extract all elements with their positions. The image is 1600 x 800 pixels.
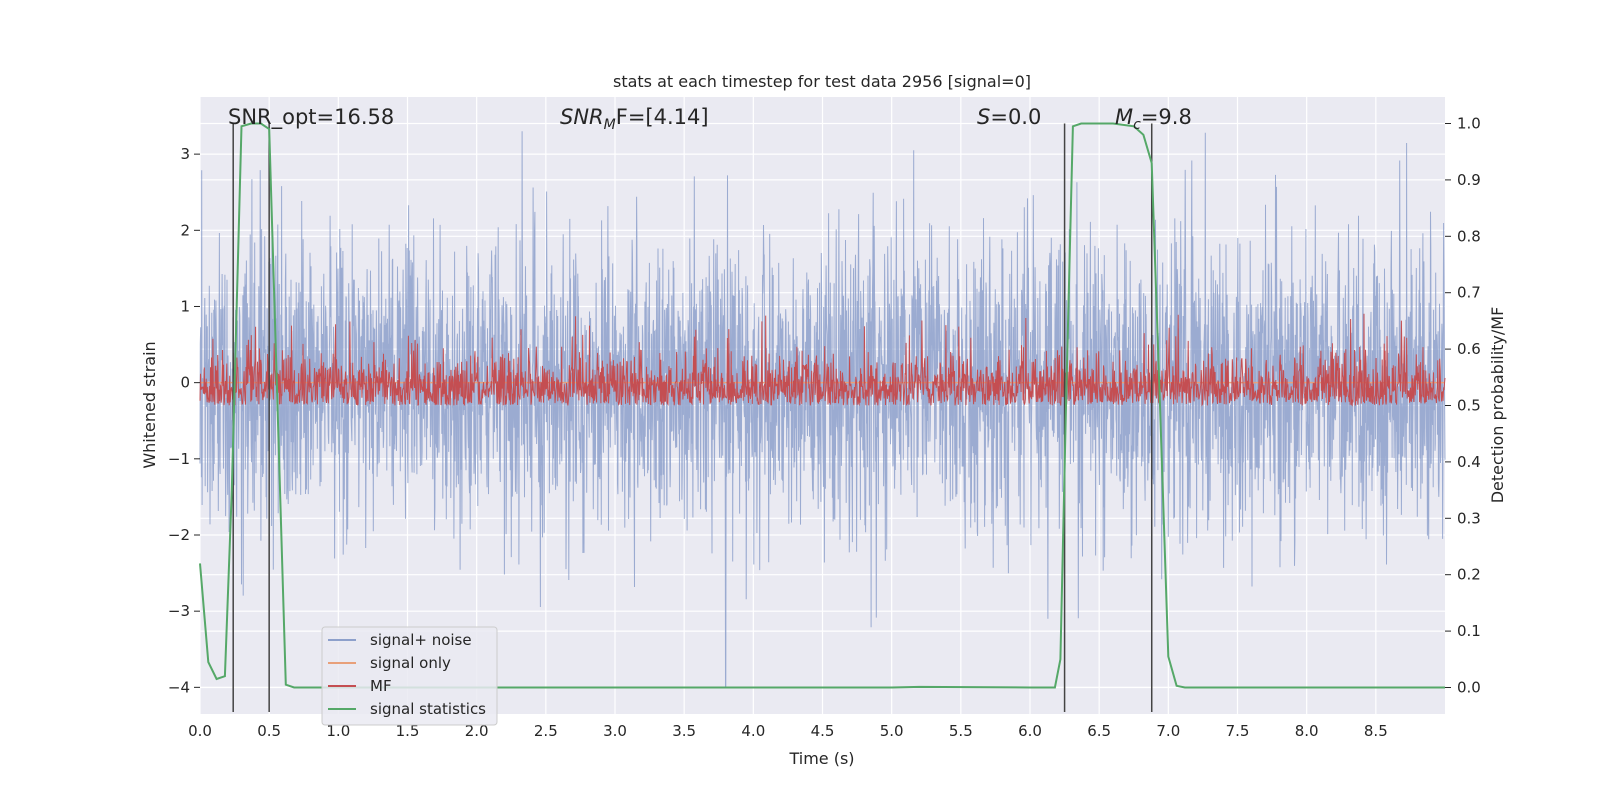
y-tick-label-left: 1 [180, 297, 190, 315]
y-tick-label-left: 3 [180, 145, 190, 163]
legend: signal+ noise signal only MF signal stat… [321, 626, 498, 726]
signal-statistics-series [199, 122, 1445, 689]
x-tick-label: 8.5 [1364, 722, 1388, 740]
y-tick-label-right: 0.0 [1457, 678, 1481, 696]
x-tick-label: 0.5 [257, 722, 281, 740]
mf-trace [199, 313, 1446, 407]
x-tick-label: 7.0 [1156, 722, 1180, 740]
x-tick-label: 1.0 [326, 722, 350, 740]
y-axis-label-right: Detection probability/MF [1488, 307, 1507, 504]
y-tick-label-left: 0 [180, 374, 190, 392]
y-tick-label-right: 0.5 [1457, 397, 1481, 415]
x-axis-label: Time (s) [788, 749, 854, 768]
y-tick-label-right: 0.2 [1457, 566, 1481, 584]
y-tick-label-right: 1.0 [1457, 115, 1481, 133]
y-axis-label-left: Whitened strain [140, 341, 159, 468]
mf-series [199, 313, 1446, 407]
annotation-snr-mf: SNRMF=[4.14] [560, 105, 709, 133]
annotation-s: S=0.0 [977, 105, 1041, 129]
y-tick-label-right: 0.4 [1457, 453, 1481, 471]
y-tick-label-right: 0.9 [1457, 171, 1481, 189]
y-ticks-left: 3 2 1 0 −1 −2 −3 −4 [168, 145, 200, 696]
legend-label-signal: signal only [370, 654, 451, 672]
signal-statistics-trace [199, 122, 1445, 689]
x-tick-label: 3.0 [603, 722, 627, 740]
y-tick-label-right: 0.1 [1457, 622, 1481, 640]
y-tick-label-left: −2 [168, 526, 190, 544]
y-tick-label-right: 0.3 [1457, 509, 1481, 527]
x-tick-label: 7.5 [1226, 722, 1250, 740]
y-ticks-right: 1.0 0.9 0.8 0.7 0.6 0.5 0.4 0.3 0.2 0.1 0.0 [1445, 115, 1481, 696]
annotation-snr-opt: SNR_opt=16.58 [228, 105, 394, 130]
x-ticks: 0.0 0.5 1.0 1.5 2.0 2.5 3.0 3.5 4.0 4.5 5.0 5.5 6.0 6… [188, 722, 1388, 740]
annotation-mc: Mc=9.8 [1115, 105, 1192, 133]
x-tick-label: 2.0 [465, 722, 489, 740]
legend-label-mf: MF [370, 677, 392, 695]
chart-title: stats at each timestep for test data 295… [613, 72, 1031, 91]
x-tick-label: 8.0 [1295, 722, 1319, 740]
x-tick-label: 5.5 [949, 722, 973, 740]
x-tick-label: 6.0 [1018, 722, 1042, 740]
x-tick-label: 6.5 [1087, 722, 1111, 740]
legend-box [321, 626, 498, 726]
y-tick-label-right: 0.7 [1457, 284, 1481, 302]
legend-label-stat: signal statistics [370, 700, 486, 718]
y-tick-label-right: 0.8 [1457, 227, 1481, 245]
y-tick-label-left: −3 [168, 602, 190, 620]
x-tick-label: 5.0 [880, 722, 904, 740]
y-tick-label-left: −4 [168, 678, 190, 696]
x-tick-label: 4.5 [811, 722, 835, 740]
x-tick-label: 3.5 [672, 722, 696, 740]
x-tick-label: 2.5 [534, 722, 558, 740]
x-tick-label: 0.0 [188, 722, 212, 740]
y-tick-label-left: 2 [180, 221, 190, 239]
y-tick-label-right: 0.6 [1457, 340, 1481, 358]
x-tick-label: 4.0 [741, 722, 765, 740]
y-tick-label-left: −1 [168, 450, 190, 468]
x-tick-label: 1.5 [396, 722, 420, 740]
legend-label-noise: signal+ noise [370, 631, 472, 649]
